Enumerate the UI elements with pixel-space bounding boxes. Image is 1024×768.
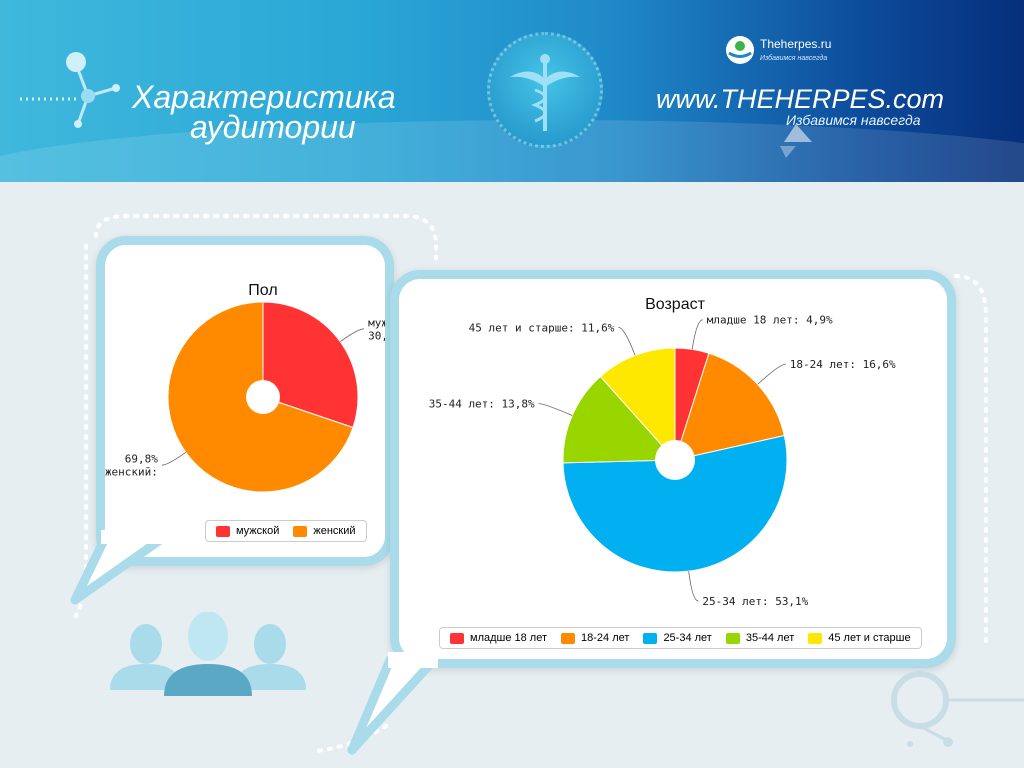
slice-label: 69,8% — [125, 453, 158, 466]
logo-text: Theherpes.ru — [760, 37, 832, 51]
pie-slice-45-лет-и-старше — [599, 347, 676, 462]
legend-label: мужской — [236, 525, 280, 537]
gender-legend: мужской женский — [205, 520, 367, 542]
slice-label: 45 лет и старше: 11,6% — [469, 321, 615, 334]
audience-people-icon — [110, 612, 306, 696]
legend-item-женский: женский — [293, 525, 356, 537]
legend-label: 18-24 лет — [581, 632, 630, 644]
legend-label: 45 лет и старше — [828, 632, 911, 644]
leader-line — [757, 363, 786, 385]
logo-icon — [726, 36, 754, 64]
slice-label: 35-44 лет: 13,8% — [429, 398, 535, 411]
legend-item-мужской: мужской — [216, 525, 279, 537]
leader-line — [161, 452, 187, 466]
slice-label: женский: — [105, 466, 158, 479]
title-line-2: аудитории — [190, 109, 356, 145]
chart-title: Возраст — [645, 296, 706, 313]
legend-item-25-34-лет: 25-34 лет — [643, 632, 712, 644]
legend-swatch — [808, 632, 823, 644]
page-title: Характеристика аудитории — [132, 79, 396, 145]
header-banner: Характеристика аудитории Theherpes.ru Из… — [0, 0, 1024, 182]
pie-slice-мужской — [262, 301, 359, 429]
leader-line — [339, 328, 365, 342]
legend-label: женский — [313, 525, 356, 537]
age-legend: младше 18 лет 18-24 лет 25-34 лет 35-44 лет… — [439, 627, 922, 649]
molecule-icon — [20, 52, 120, 128]
slice-label: 30,2% — [368, 329, 385, 342]
leader-line — [688, 571, 699, 602]
age-chart-card: Возраст младше 18 лет: 4,9% 18-24 лет: 16,… — [390, 270, 956, 668]
leader-line — [618, 326, 636, 356]
title-line-1: Характеристика — [132, 79, 396, 115]
pie-slice-25-34-лет — [562, 434, 788, 573]
legend-item-45-лет-и-старше: 45 лет и старше — [808, 632, 911, 644]
legend-item-18-24-лет: 18-24 лет — [561, 632, 629, 644]
slice-label: 18-24 лет: 16,6% — [790, 358, 896, 371]
legend-swatch — [450, 632, 464, 644]
legend-item-младше-18-лет: младше 18 лет — [450, 632, 547, 644]
slogan: Избавимся навсегда — [786, 112, 921, 128]
leader-line — [538, 403, 573, 416]
gender-chart-card: Пол мужской:30,2% 69,8%женский: мужской жен… — [96, 236, 421, 566]
bubble-tail-left — [70, 530, 171, 605]
caduceus-icon — [487, 32, 603, 148]
chart-title: Пол — [248, 282, 277, 299]
site-url: www.THEHERPES.com — [656, 84, 945, 114]
legend-item-35-44-лет: 35-44 лет — [725, 632, 795, 644]
legend-label: 25-34 лет — [663, 632, 712, 644]
slice-label: 25-34 лет: 53,1% — [702, 595, 808, 608]
bubble-tail-right — [347, 652, 439, 755]
logo-subtitle: Избавимся навсегда — [760, 55, 828, 62]
leader-line — [691, 319, 703, 350]
legend-label: младше 18 лет — [470, 632, 548, 644]
legend-swatch — [561, 632, 576, 644]
triangle-decor-icon — [780, 124, 812, 158]
pie-center-hole — [655, 440, 695, 480]
molecule-decor-icon — [891, 671, 1024, 747]
legend-swatch — [725, 632, 740, 644]
slice-label: младше 18 лет: 4,9% — [707, 314, 833, 327]
legend-swatch — [216, 525, 230, 537]
gender-chart: Пол мужской:30,2% 69,8%женский: — [105, 282, 421, 493]
dotted-bubble-outline — [74, 214, 988, 753]
legend-label: 35-44 лет — [745, 632, 795, 644]
pie-center-hole — [246, 380, 280, 414]
legend-swatch — [643, 632, 658, 644]
legend-swatch — [293, 525, 308, 537]
slice-label: мужской: — [368, 316, 385, 329]
